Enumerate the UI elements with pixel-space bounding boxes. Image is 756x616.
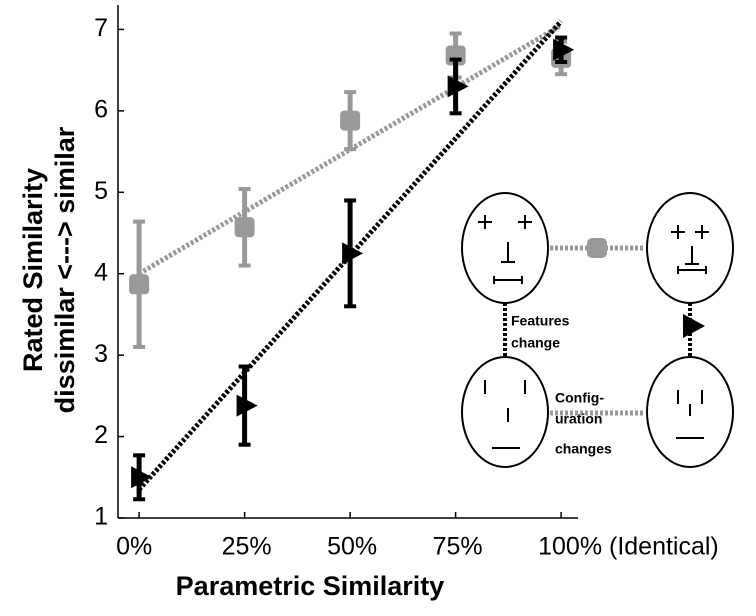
marker <box>234 217 255 238</box>
x-tick-label: 25% <box>222 533 272 561</box>
marker <box>447 75 469 98</box>
plot-area: 1 2 3 4 5 6 7 0% 25% 50% 75% 100% (Identical) <box>94 5 719 561</box>
y-label-line: dissimilar <---> similar <box>50 126 80 413</box>
x-tick-label: 100% (Identical) <box>538 533 719 561</box>
y-tick-label: 1 <box>94 503 108 531</box>
x-tick-label: 75% <box>433 533 483 561</box>
legend-marker <box>587 238 607 258</box>
face <box>646 192 734 304</box>
marker <box>553 38 575 61</box>
inset-label: change <box>511 335 560 351</box>
inset-diagram: Features change Config- uration changes <box>461 192 734 468</box>
y-tick-label: 5 <box>94 177 108 205</box>
y-tick-label: 6 <box>94 95 108 123</box>
x-tick-label: 50% <box>327 533 377 561</box>
marker <box>129 274 150 295</box>
face-features <box>484 380 526 449</box>
y-label-line: Rated Similarity <box>18 168 48 372</box>
face <box>461 192 549 304</box>
y-tick-label: 3 <box>94 340 108 368</box>
y-tick-label: 7 <box>94 14 108 42</box>
inset-label: Features <box>511 313 570 329</box>
marker <box>236 394 258 417</box>
x-label: Parametric Similarity <box>176 571 445 601</box>
legend-marker <box>683 314 705 338</box>
face-features <box>478 215 532 284</box>
marker <box>340 110 361 131</box>
face-features <box>671 225 709 274</box>
y-tick-label: 2 <box>94 421 108 449</box>
marker <box>342 242 364 265</box>
face-features <box>676 390 704 439</box>
y-tick-label: 4 <box>94 258 108 286</box>
inset-label: Config- <box>555 390 604 406</box>
marker <box>131 466 153 489</box>
x-tick-label: 0% <box>116 533 152 561</box>
y-label: Rated Similarity dissimilar <---> simila… <box>18 126 80 413</box>
inset-label: changes <box>555 441 612 457</box>
face <box>461 356 549 468</box>
fit-line <box>137 23 563 276</box>
inset-label: uration <box>555 411 602 427</box>
